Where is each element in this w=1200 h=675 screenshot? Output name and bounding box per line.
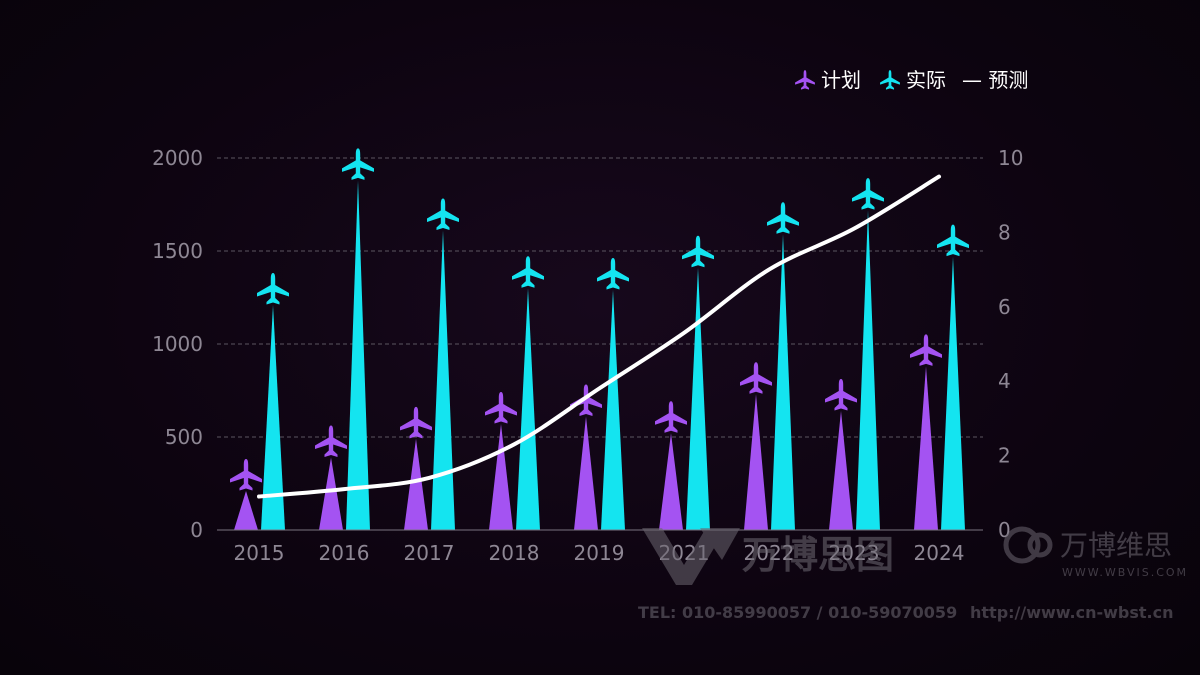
right-tick-label: 4 — [998, 369, 1011, 393]
actual-bar — [601, 290, 625, 530]
left-tick-label: 2000 — [152, 146, 203, 170]
x-tick-label: 2017 — [404, 541, 455, 565]
airplane-icon — [852, 178, 884, 210]
actual-bar — [261, 304, 285, 530]
bar-markers — [230, 148, 969, 491]
right-tick-label: 2 — [998, 444, 1011, 468]
x-tick-label: 2024 — [914, 541, 965, 565]
plan-bar — [914, 366, 938, 530]
watermark-brand-large: 万博思图 — [742, 533, 894, 577]
left-tick-label: 1000 — [152, 332, 203, 356]
plan-bar — [234, 490, 258, 530]
legend: 计划 实际 — 预测 — [795, 68, 1028, 92]
airplane-icon — [767, 202, 799, 234]
x-tick-label: 2023 — [829, 541, 880, 565]
plan-bar — [404, 438, 428, 530]
legend-plan-label: 计划 — [821, 68, 861, 92]
forecast-line-layer — [257, 174, 941, 499]
wbvis-logo-mark — [1003, 526, 1041, 564]
bars — [234, 180, 965, 531]
left-tick-label: 0 — [190, 518, 203, 542]
airplane-icon — [257, 272, 289, 305]
wbst-logo-mark — [642, 528, 740, 585]
legend-plan-airplane-icon — [795, 70, 815, 90]
plan-bar — [744, 394, 768, 530]
plan-bar — [489, 423, 513, 530]
right-tick-label: 6 — [998, 295, 1011, 319]
plan-bar — [829, 410, 853, 530]
forecast-line — [257, 174, 941, 499]
airplane-icon — [400, 406, 432, 439]
right-tick-label: 8 — [998, 220, 1011, 244]
airplane-icon — [427, 198, 459, 231]
airplane-icon — [342, 148, 374, 180]
x-tick-label: 2018 — [489, 541, 540, 565]
watermark: 万博思图 万博维思 WWW.WBVIS.COM TEL: 010-85990057 /… — [638, 526, 1188, 622]
airplane-icon — [910, 334, 942, 366]
watermark-brand-small: 万博维思 — [1060, 529, 1172, 562]
wbvis-logo-mark-small — [1027, 532, 1053, 558]
airplane-icon — [740, 362, 772, 394]
actual-bar — [516, 288, 540, 530]
left-tick-label: 500 — [165, 425, 203, 449]
x-tick-label: 2019 — [574, 541, 625, 565]
airplane-icon — [825, 378, 857, 411]
actual-bar — [686, 267, 710, 530]
watermark-tel: TEL: 010-85990057 / 010-59070059 — [638, 603, 957, 622]
plan-bar — [319, 457, 343, 530]
airplane-icon — [512, 256, 544, 288]
x-tick-label: 2015 — [234, 541, 285, 565]
x-tick-label: 2016 — [319, 541, 370, 565]
airplane-icon — [230, 458, 262, 491]
airplane-icon — [315, 425, 347, 457]
airplane-icon — [655, 401, 687, 433]
grid-lines — [217, 157, 983, 438]
legend-actual-airplane-icon — [880, 70, 900, 90]
left-tick-label: 1500 — [152, 239, 203, 263]
actual-bar — [346, 180, 370, 530]
plan-bar — [659, 433, 683, 530]
x-tick-label: 2022 — [744, 541, 795, 565]
watermark-site: WWW.WBVIS.COM — [1062, 566, 1188, 579]
airplane-icon — [485, 391, 517, 424]
watermark-url: http://www.cn-wbst.cn — [970, 603, 1174, 622]
airplane-icon — [597, 258, 629, 290]
right-tick-label: 10 — [998, 146, 1023, 170]
legend-actual-label: 实际 — [906, 68, 946, 92]
actual-bar — [771, 234, 795, 530]
actual-bar — [856, 210, 880, 530]
actual-bar — [941, 256, 965, 530]
plan-bar — [574, 416, 598, 530]
legend-forecast-label: — 预测 — [962, 68, 1028, 92]
actual-bar — [431, 230, 455, 531]
left-y-axis: 0 500 1000 1500 2000 — [152, 146, 203, 542]
